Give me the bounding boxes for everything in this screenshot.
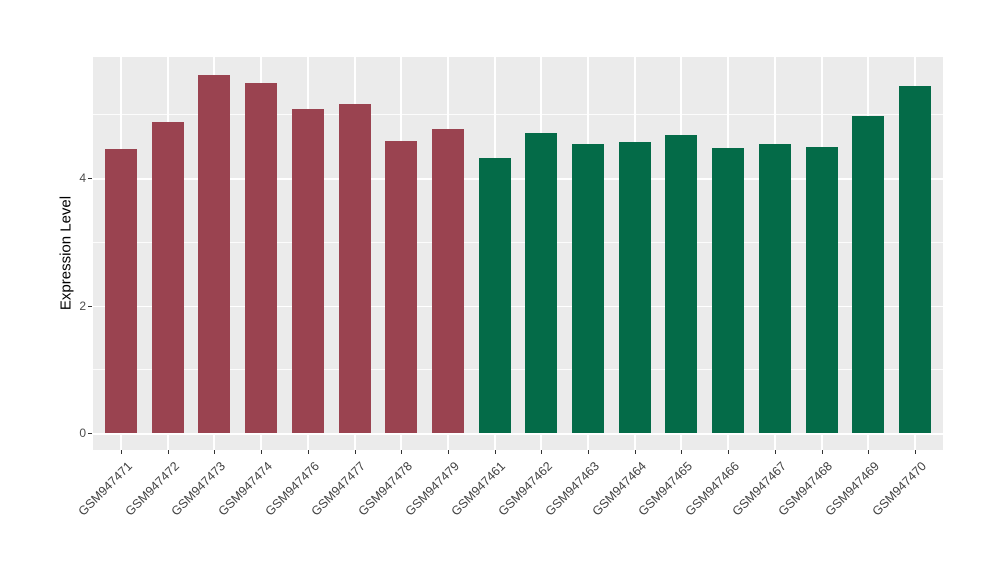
bar-GSM947472: [151, 121, 184, 433]
major-gridline: [93, 433, 943, 435]
bar-GSM947474: [245, 83, 278, 433]
x-tick-mark: [214, 450, 216, 454]
x-tick-mark: [681, 450, 683, 454]
x-tick-mark: [167, 450, 169, 454]
x-tick-mark: [541, 450, 543, 454]
bar-GSM947466: [712, 148, 745, 433]
plot-panel: [93, 57, 943, 450]
y-tick-mark: [88, 433, 92, 434]
bar-GSM947461: [478, 158, 511, 433]
y-tick-mark: [88, 178, 92, 179]
x-tick-mark: [588, 450, 590, 454]
x-tick-mark: [868, 450, 870, 454]
bar-GSM947467: [758, 143, 791, 433]
bar-GSM947476: [291, 109, 324, 433]
x-tick-mark: [494, 450, 496, 454]
bar-GSM947478: [385, 141, 418, 433]
x-tick-mark: [447, 450, 449, 454]
bar-GSM947463: [572, 144, 605, 433]
x-tick-mark: [261, 450, 263, 454]
x-tick-mark: [774, 450, 776, 454]
major-gridline: [93, 178, 943, 180]
minor-gridline: [93, 114, 943, 116]
bar-GSM947465: [665, 135, 698, 433]
x-tick-mark: [121, 450, 123, 454]
bar-GSM947479: [431, 128, 464, 433]
y-axis-title: Expression Level: [57, 195, 75, 311]
major-gridline: [93, 305, 943, 308]
bar-GSM947468: [805, 146, 838, 433]
x-tick-mark: [634, 450, 636, 454]
x-tick-mark: [821, 450, 823, 454]
y-tick-mark: [88, 305, 92, 307]
bar-GSM947477: [338, 104, 371, 433]
x-tick-mark: [354, 450, 356, 454]
bar-GSM947473: [198, 74, 231, 433]
x-tick-mark: [914, 450, 916, 454]
bar-GSM947464: [618, 141, 651, 433]
x-tick-mark: [728, 450, 730, 454]
y-tick-label: 0: [79, 426, 86, 440]
minor-gridline: [93, 241, 943, 243]
bar-GSM947470: [898, 86, 931, 433]
bar-GSM947469: [852, 116, 885, 433]
bar-GSM947462: [525, 132, 558, 433]
y-tick-label: 4: [79, 171, 86, 185]
y-tick-label: 2: [79, 298, 86, 313]
x-tick-mark: [401, 450, 403, 454]
minor-gridline: [93, 369, 943, 371]
bar-GSM947471: [105, 149, 138, 433]
x-tick-mark: [307, 450, 309, 454]
